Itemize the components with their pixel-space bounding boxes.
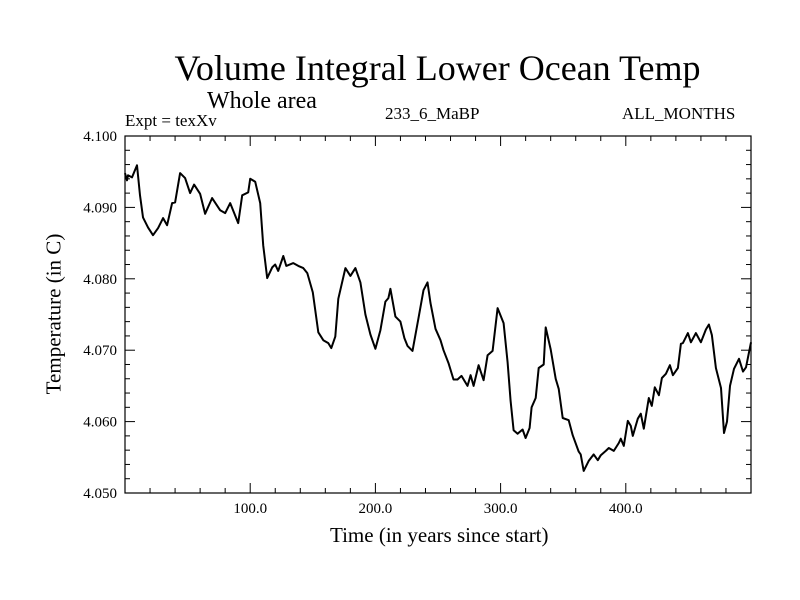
experiment-id-label: 233_6_MaBP bbox=[385, 104, 480, 123]
series-line bbox=[124, 164, 752, 472]
plot-frame bbox=[124, 135, 752, 494]
y-tick-label: 4.050 bbox=[83, 486, 117, 502]
y-tick-label: 4.060 bbox=[83, 415, 117, 431]
chart-title: Volume Integral Lower Ocean Temp bbox=[174, 48, 701, 88]
y-tick-labels: 4.050 4.060 4.070 4.080 4.090 4.100 bbox=[83, 129, 117, 502]
y-tick-label: 4.080 bbox=[83, 272, 117, 288]
chart-subtitle: Whole area bbox=[207, 88, 317, 114]
y-tick-label: 4.090 bbox=[83, 200, 117, 216]
period-label: ALL_MONTHS bbox=[622, 104, 736, 123]
x-tick-labels: 100.0 200.0 300.0 400.0 bbox=[233, 501, 642, 517]
x-tick-label: 400.0 bbox=[609, 501, 643, 517]
x-tick-label: 100.0 bbox=[233, 501, 267, 517]
axis-ticks bbox=[125, 136, 751, 493]
x-tick-label: 200.0 bbox=[359, 501, 393, 517]
experiment-label: Expt = texXv bbox=[125, 111, 217, 130]
y-tick-label: 4.100 bbox=[83, 129, 117, 145]
x-tick-label: 300.0 bbox=[484, 501, 518, 517]
y-tick-label: 4.070 bbox=[83, 343, 117, 359]
y-axis-label: Temperature (in C) bbox=[41, 233, 66, 395]
x-axis-label: Time (in years since start) bbox=[330, 523, 549, 547]
